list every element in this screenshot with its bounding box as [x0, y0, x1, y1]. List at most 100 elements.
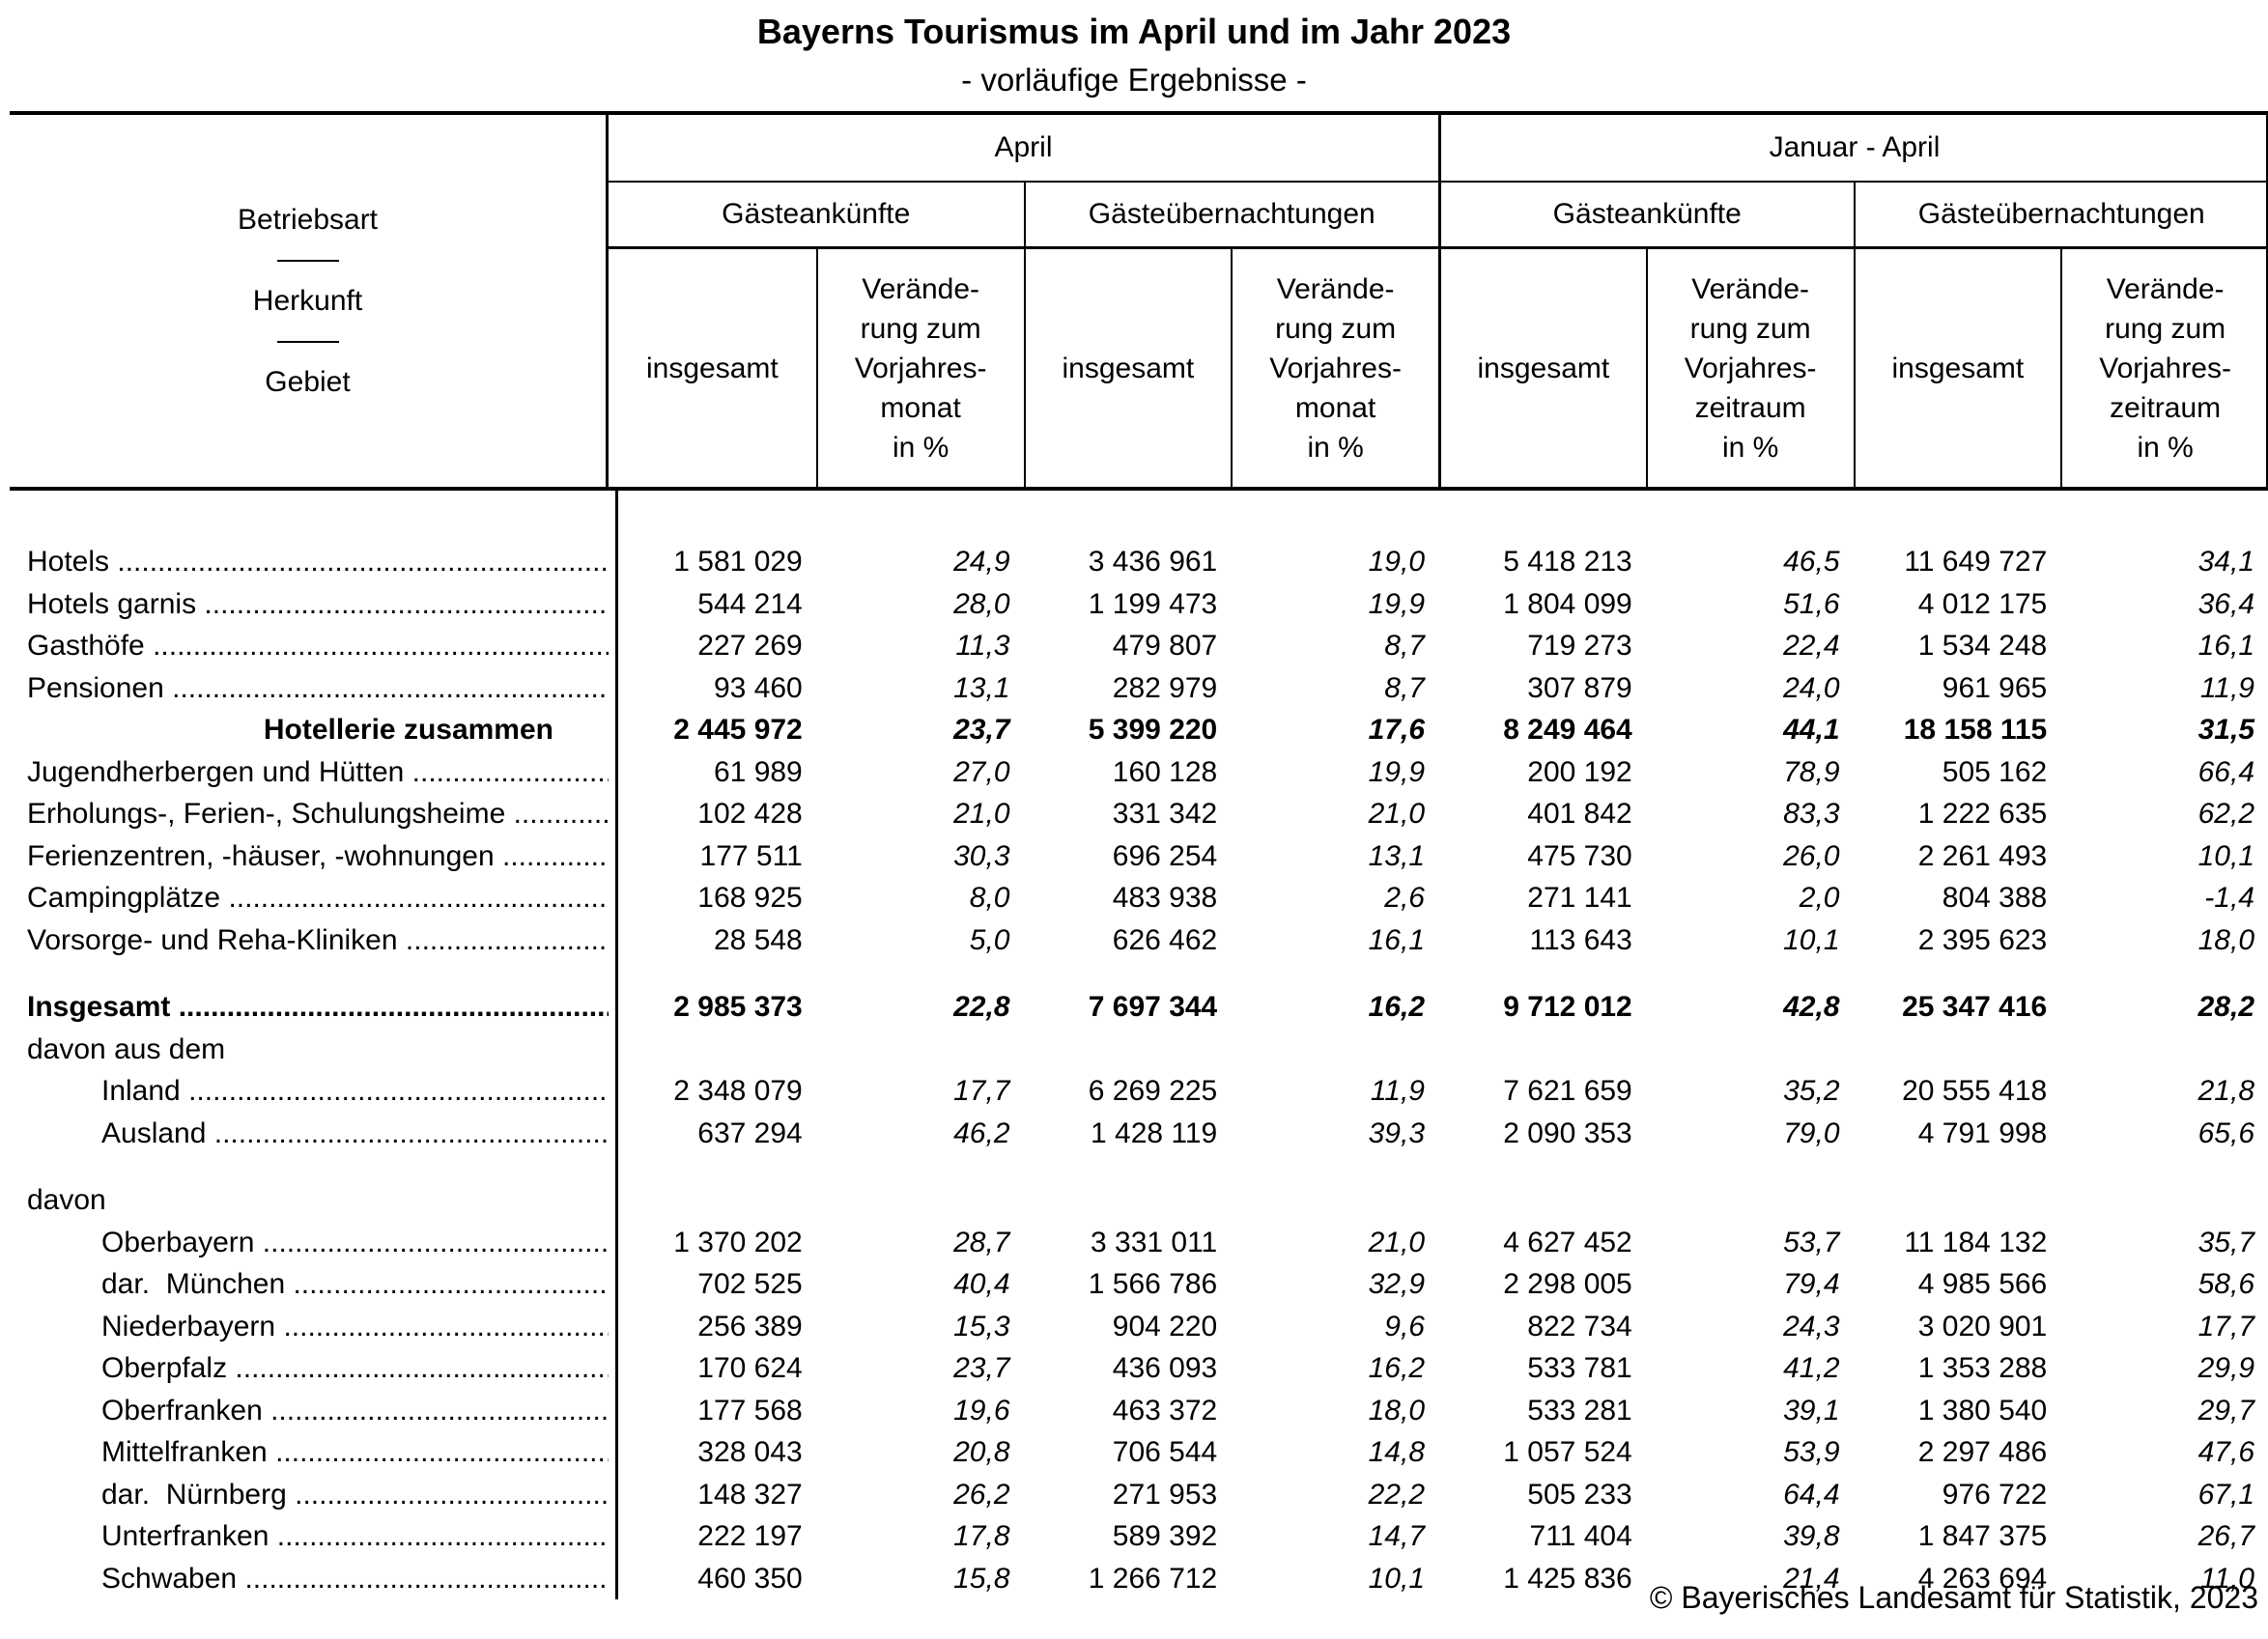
period-header-januar-april: Januar - April — [1438, 115, 2268, 183]
value-cell-total — [1024, 1029, 1232, 1071]
value-cell-total: 1 581 029 — [673, 546, 803, 578]
dot-leader: ........................................… — [178, 991, 609, 1023]
row-label-text: Oberbayern — [101, 1226, 255, 1258]
value-cell-change-percent: 2,0 — [1799, 882, 1840, 914]
value-cell-change-percent: 22,4 — [1783, 630, 1840, 662]
value-cell-change-percent: 32,9 — [1368, 1268, 1425, 1300]
table-row: Gasthöfe ...............................… — [10, 625, 2268, 667]
value-cell-total: 2 445 972 — [673, 714, 803, 746]
value-cell-change-percent: 24,0 — [1783, 671, 1840, 704]
value-cell-total — [1854, 1179, 2061, 1222]
table-row: Hotellerie zusammen 2 445 972 23,7 5 399 22… — [10, 709, 2268, 751]
value-cell-total: 170 624 — [697, 1352, 803, 1384]
value-cell-total: 6 269 225 — [1088, 1075, 1218, 1107]
value-cell-change-percent: 19,9 — [1368, 587, 1425, 620]
table-row: Insgesamt ..............................… — [10, 986, 2268, 1029]
value-cell-total: 9 712 012 — [1503, 991, 1632, 1023]
value-cell-total: 256 389 — [697, 1310, 803, 1342]
value-cell-change-percent: 14,7 — [1368, 1520, 1425, 1552]
value-cell-total: 2 298 005 — [1503, 1268, 1632, 1300]
value-cell-change-percent: 34,1 — [2197, 546, 2254, 578]
table-row: Unterfranken ...........................… — [10, 1515, 2268, 1558]
value-cell-change-percent: 11,3 — [955, 630, 1010, 662]
value-cell-change-percent: 16,1 — [1368, 923, 1425, 956]
dot-leader: ........................................… — [235, 1352, 609, 1384]
dot-leader: ........................................… — [501, 839, 609, 872]
value-cell-total: 1 222 635 — [1917, 798, 2048, 830]
row-label-text: Hotellerie zusammen — [263, 714, 553, 746]
value-cell-total: 25 347 416 — [1902, 991, 2048, 1023]
value-cell-total: 4 263 694 — [1917, 1562, 2048, 1595]
value-cell-change-percent: 53,7 — [1783, 1226, 1840, 1258]
subcol-header-total: insgesamt — [1438, 249, 1646, 487]
value-cell-change-percent: 23,7 — [953, 714, 1010, 746]
value-cell-change-percent: 79,4 — [1783, 1268, 1840, 1300]
value-cell-total — [1438, 1179, 1646, 1222]
value-cell-total: 168 925 — [697, 882, 803, 914]
dot-leader: ........................................… — [228, 882, 609, 914]
value-cell-change-percent — [1646, 1179, 1854, 1222]
row-label-text: Hotels — [27, 546, 110, 578]
row-label: Hotels .................................… — [10, 541, 609, 583]
value-cell-change-percent: 64,4 — [1783, 1478, 1840, 1511]
value-cell-change-percent: 21,0 — [1368, 1226, 1425, 1258]
value-cell-total: 3 020 901 — [1917, 1310, 2048, 1342]
value-cell-total: 475 730 — [1527, 839, 1632, 872]
value-cell-change-percent: 9,6 — [1384, 1310, 1425, 1342]
value-cell-change-percent: 44,1 — [1783, 714, 1840, 746]
row-label: Schwaben ...............................… — [10, 1558, 609, 1600]
value-cell-total: 1 534 248 — [1917, 630, 2048, 662]
value-cell-change-percent: 51,6 — [1783, 587, 1840, 620]
value-cell-change-percent — [2060, 1029, 2268, 1071]
subcol-header-change-month: Verände- rung zum Vorjahres- monat in % — [1231, 249, 1438, 487]
value-cell-total: 28 548 — [713, 923, 803, 956]
value-cell-total: 1 428 119 — [1091, 1116, 1218, 1149]
value-cell-change-percent: 18,0 — [2197, 923, 2254, 956]
value-cell-total: 1 057 524 — [1503, 1436, 1632, 1468]
value-cell-total: 307 879 — [1527, 671, 1632, 704]
row-label: Jugendherbergen und Hütten .............… — [10, 751, 609, 794]
value-cell-total: 177 568 — [697, 1394, 803, 1427]
value-cell-change-percent: 66,4 — [2197, 755, 2254, 788]
table-row: Ausland ................................… — [10, 1113, 2268, 1155]
value-cell-change-percent: 22,8 — [953, 991, 1010, 1023]
value-cell-change-percent: 24,3 — [1783, 1310, 1840, 1342]
value-cell-change-percent: 29,7 — [2197, 1394, 2254, 1427]
value-cell-total: 1 266 712 — [1088, 1562, 1218, 1595]
value-cell-change-percent: 53,9 — [1783, 1436, 1840, 1468]
table-row: Oberbayern .............................… — [10, 1222, 2268, 1264]
value-cell-change-percent: 8,0 — [969, 882, 1010, 914]
value-cell-total: 401 842 — [1527, 798, 1632, 830]
stub-line-herkunft: Herkunft — [252, 284, 363, 317]
row-label: Oberbayern .............................… — [10, 1222, 609, 1264]
value-cell-change-percent: 40,4 — [953, 1268, 1010, 1300]
value-cell-total: 227 269 — [697, 630, 803, 662]
value-cell-total: 4 791 998 — [1917, 1116, 2048, 1149]
value-cell-change-percent: 16,2 — [1368, 991, 1425, 1023]
value-cell-change-percent: 19,6 — [953, 1394, 1010, 1427]
value-cell-total — [1854, 1029, 2061, 1071]
value-cell-total: 271 141 — [1527, 882, 1632, 914]
row-label-text: davon — [27, 1184, 106, 1216]
subcol-header-change-month: Verände- rung zum Vorjahres- monat in % — [815, 249, 1024, 487]
measure-header-overnights-jan-april: Gästeübernachtungen — [1853, 183, 2268, 249]
value-cell-change-percent: 13,1 — [1368, 839, 1425, 872]
stub-column-divider-line — [615, 491, 618, 1599]
value-cell-total: 1 425 836 — [1503, 1562, 1632, 1595]
value-cell-change-percent: 17,8 — [953, 1520, 1010, 1552]
value-cell-total: 961 965 — [1942, 671, 2048, 704]
table-row-spacer — [10, 961, 2268, 986]
row-label: Hotellerie zusammen — [10, 709, 609, 751]
value-cell-total: 1 353 288 — [1917, 1352, 2048, 1384]
value-cell-change-percent: 28,2 — [2197, 991, 2254, 1023]
value-cell-change-percent: 5,0 — [969, 923, 1010, 956]
row-label: Mittelfranken ..........................… — [10, 1431, 609, 1474]
subcol-header-total: insgesamt — [646, 352, 779, 384]
value-cell-change-percent: 46,2 — [953, 1116, 1010, 1149]
row-label: davon aus dem — [10, 1029, 609, 1071]
value-cell-total: 702 525 — [697, 1268, 803, 1300]
value-cell-change-percent: 19,9 — [1368, 755, 1425, 788]
value-cell-total: 696 254 — [1112, 839, 1218, 872]
value-cell-total: 2 985 373 — [673, 991, 803, 1023]
row-label: Insgesamt ..............................… — [10, 986, 609, 1029]
